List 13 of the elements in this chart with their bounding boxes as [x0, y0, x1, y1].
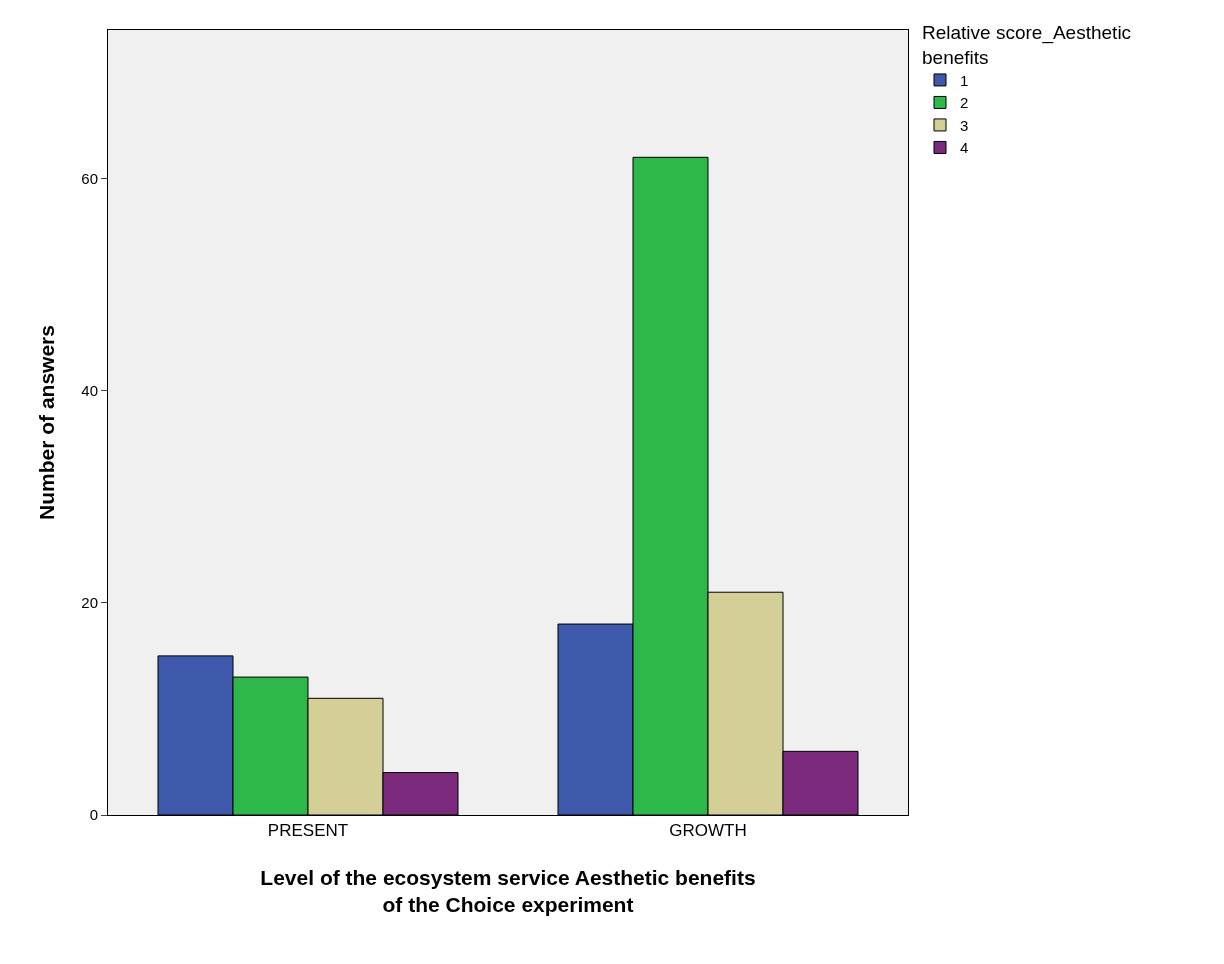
y-axis-title: Number of answers [35, 325, 59, 520]
y-tick-label: 60 [81, 169, 98, 187]
legend-label: 3 [960, 116, 969, 134]
y-tick-label: 20 [81, 594, 98, 612]
legend-label: 2 [960, 94, 969, 112]
legend-label: 1 [960, 71, 969, 89]
legend-label: 4 [960, 139, 969, 157]
x-tick-label: GROWTH [669, 821, 747, 841]
y-tick-label: 40 [81, 381, 98, 399]
x-axis-title: Level of the ecosystem service Aesthetic benefits of the Choice experiment [260, 865, 756, 916]
y-tick-label: 0 [89, 806, 98, 824]
legend-title: Relative score_Aesthetic benefits [922, 22, 1132, 68]
x-tick-label: PRESENT [267, 821, 349, 841]
